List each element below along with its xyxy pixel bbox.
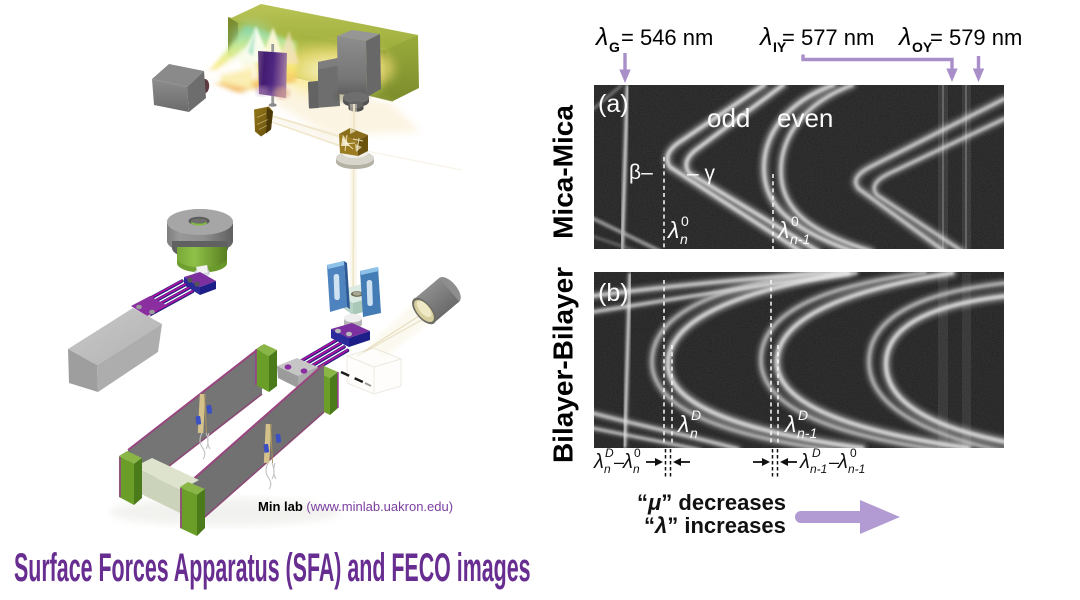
svg-text:G: G (609, 39, 620, 55)
svg-text:λ: λ (593, 451, 604, 473)
svg-text:λ: λ (837, 451, 848, 473)
svg-text:IY: IY (773, 39, 787, 55)
svg-text:n: n (604, 462, 611, 476)
svg-text:= 579 nm: = 579 nm (930, 25, 1022, 50)
svg-text:λ: λ (622, 451, 633, 473)
svg-text:D: D (812, 446, 821, 460)
svg-text:n-1: n-1 (848, 462, 865, 476)
svg-text:D: D (605, 446, 614, 460)
svg-text:“λ” increases: “λ” increases (644, 513, 786, 538)
svg-text:OY: OY (912, 39, 933, 55)
svg-text:= 546 nm: = 546 nm (621, 25, 713, 50)
svg-text:λ: λ (799, 451, 810, 473)
svg-text:Min lab (www.minlab.uakron.edu: Min lab (www.minlab.uakron.edu) (258, 499, 453, 514)
svg-text:= 577 nm: = 577 nm (782, 25, 874, 50)
svg-text:Bilayer-Bilayer: Bilayer-Bilayer (548, 267, 579, 463)
svg-text:“μ” decreases: “μ” decreases (637, 490, 786, 515)
svg-text:0: 0 (850, 446, 857, 460)
svg-text:λ: λ (758, 23, 772, 51)
svg-text:–: – (829, 452, 839, 472)
svg-text:λ: λ (897, 23, 911, 51)
svg-text:Mica-Mica: Mica-Mica (548, 105, 579, 239)
svg-text:–: – (614, 452, 624, 472)
svg-text:λ: λ (594, 23, 608, 51)
svg-text:n-1: n-1 (810, 462, 827, 476)
svg-text:n: n (633, 462, 640, 476)
svg-text:0: 0 (634, 446, 641, 460)
